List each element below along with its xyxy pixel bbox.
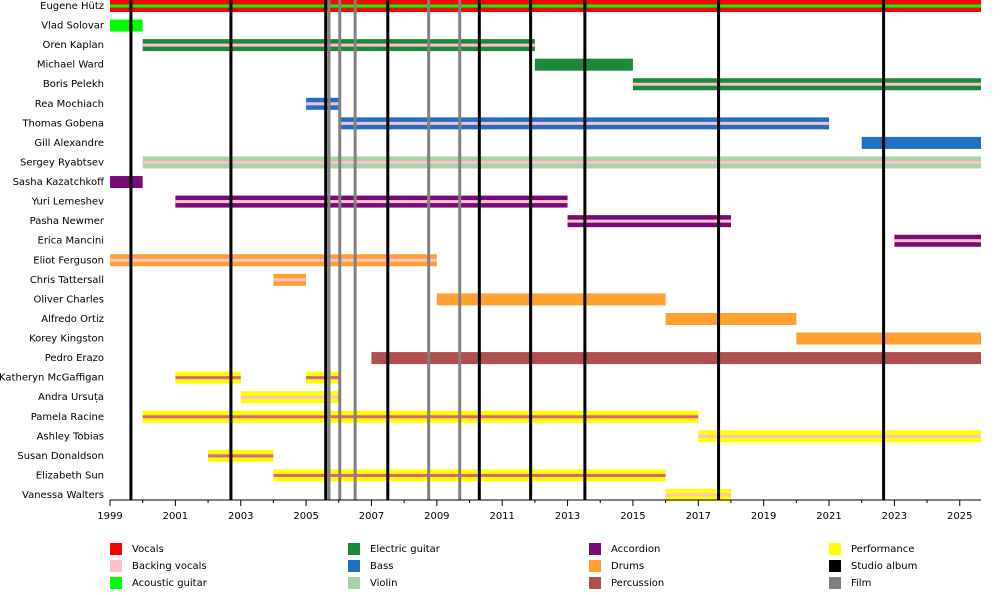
- x-tick-label: 2021: [816, 511, 841, 522]
- member-bar-stripe: [698, 434, 981, 438]
- legend-label: Backing vocals: [132, 561, 207, 572]
- member-bar-stripe: [240, 395, 339, 399]
- member-name: Korey Kingston: [29, 334, 104, 345]
- legend-label: Electric guitar: [370, 544, 441, 555]
- member-bar-stripe: [894, 239, 981, 243]
- x-tick-label: 2017: [686, 511, 711, 522]
- member-name: Pamela Racine: [31, 412, 104, 423]
- member-name: Thomas Gobena: [21, 118, 104, 129]
- legend-label: Performance: [851, 544, 914, 555]
- member-name: Alfredo Ortiz: [41, 314, 104, 325]
- legend-swatch: [110, 543, 122, 555]
- member-name: Pasha Newmer: [30, 216, 105, 227]
- member-name: Eliot Ferguson: [33, 255, 104, 266]
- member-name: Chris Tattersall: [30, 275, 104, 286]
- member-name: Ashley Tobias: [37, 431, 104, 442]
- member-name: Sasha Kazatchkoff: [13, 177, 106, 188]
- legend-swatch: [829, 577, 841, 589]
- member-name: Eugene Hütz: [40, 1, 104, 12]
- member-name: Elizabeth Sun: [36, 470, 104, 481]
- x-tick-label: 2007: [359, 511, 384, 522]
- member-name: Erica Mancini: [38, 236, 105, 247]
- member-bar: [665, 312, 797, 325]
- member-bar-stripe: [110, 258, 437, 262]
- member-bar-stripe: [142, 160, 981, 164]
- legend-label: Violin: [370, 578, 397, 589]
- member-name: Oren Kaplan: [42, 40, 104, 51]
- member-bar-stripe: [273, 278, 307, 282]
- legend-label: Film: [851, 578, 871, 589]
- member-bar-stripe: [306, 376, 339, 380]
- member-name: Vanessa Walters: [22, 490, 104, 501]
- member-bar: [110, 176, 143, 189]
- member-bar-stripe: [632, 82, 981, 86]
- legend-swatch: [348, 560, 360, 572]
- x-tick-label: 2019: [751, 511, 776, 522]
- x-tick-label: 2009: [424, 511, 449, 522]
- member-bar-stripe: [175, 376, 241, 380]
- member-bar: [861, 136, 981, 149]
- x-tick-label: 1999: [97, 511, 122, 522]
- legend-label: Drums: [611, 561, 644, 572]
- legend-swatch: [110, 577, 122, 589]
- x-tick-label: 2015: [620, 511, 645, 522]
- legend-swatch: [829, 560, 841, 572]
- member-name: Pedro Erazo: [45, 353, 104, 364]
- legend-label: Acoustic guitar: [132, 578, 208, 589]
- x-tick-label: 2003: [228, 511, 253, 522]
- member-name: Oliver Charles: [34, 294, 105, 305]
- legend-label: Vocals: [132, 544, 164, 555]
- legend-swatch: [348, 577, 360, 589]
- member-bar-stripe: [175, 200, 568, 204]
- member-bar-stripe: [142, 415, 699, 419]
- x-tick-label: 2023: [882, 511, 907, 522]
- member-name: Katheryn McGaffigan: [0, 373, 104, 384]
- member-name: Susan Donaldson: [17, 451, 104, 462]
- legend-swatch: [829, 543, 841, 555]
- member-name: Rea Mochiach: [35, 99, 104, 110]
- x-tick-label: 2011: [489, 511, 514, 522]
- legend-label: Accordion: [611, 544, 660, 555]
- x-tick-label: 2001: [163, 511, 188, 522]
- x-tick-label: 2025: [947, 511, 972, 522]
- member-name: Vlad Solovar: [41, 21, 105, 32]
- x-tick-label: 2013: [555, 511, 580, 522]
- member-bar: [371, 352, 982, 365]
- member-bar-stripe: [665, 493, 731, 497]
- member-bar-stripe: [567, 219, 731, 223]
- legend-swatch: [589, 577, 601, 589]
- legend-swatch: [348, 543, 360, 555]
- member-bar-stripe: [273, 473, 666, 477]
- member-name: Boris Pelekh: [43, 79, 104, 90]
- legend-label: Percussion: [611, 578, 664, 589]
- x-tick-label: 2005: [293, 511, 318, 522]
- member-bar-stripe: [306, 102, 339, 106]
- member-bar: [436, 293, 666, 306]
- member-name: Michael Ward: [37, 60, 104, 71]
- member-name: Sergey Ryabtsev: [20, 157, 104, 168]
- member-bar: [796, 332, 981, 345]
- member-bar-stripe: [208, 454, 274, 458]
- member-bar-stripe: [110, 4, 981, 8]
- legend-swatch: [589, 560, 601, 572]
- member-name: Andra Ursuța: [38, 392, 104, 403]
- legend-label: Studio album: [851, 561, 917, 572]
- member-name: Yuri Lemeshev: [31, 197, 105, 208]
- member-name: Gill Alexandre: [34, 138, 104, 149]
- legend-label: Bass: [370, 561, 393, 572]
- legend-swatch: [110, 560, 122, 572]
- member-bar: [110, 19, 143, 32]
- legend-swatch: [589, 543, 601, 555]
